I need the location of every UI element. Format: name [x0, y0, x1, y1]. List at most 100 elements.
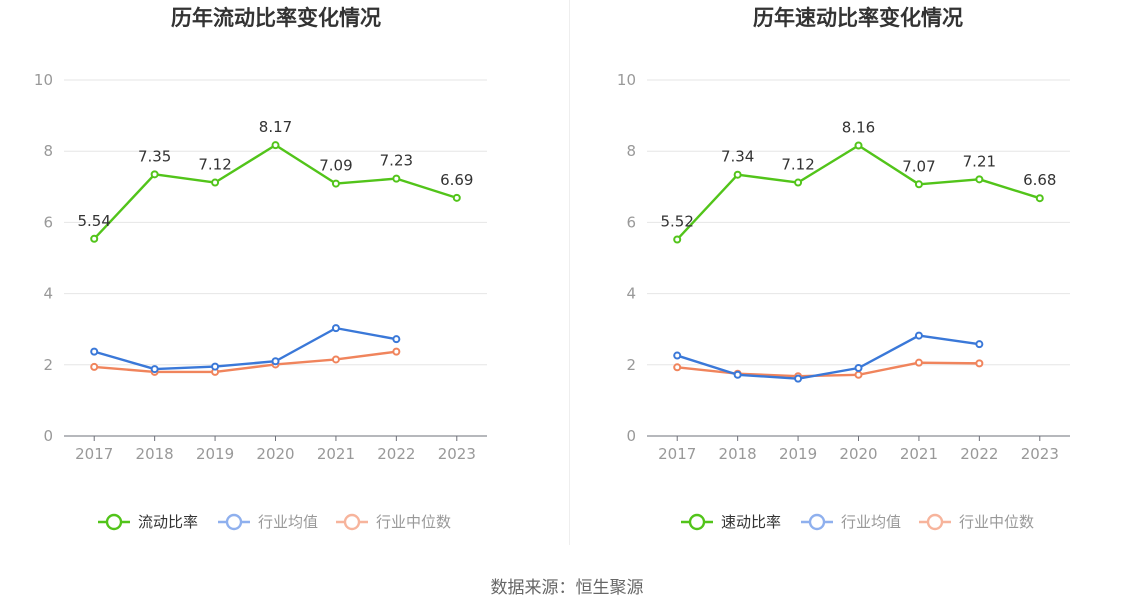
x-tick-label: 2021 [317, 445, 355, 463]
legend-item: 速动比率 [681, 513, 781, 531]
x-tick-label: 2017 [658, 445, 696, 463]
series-line [94, 350, 397, 374]
data-label: 7.07 [902, 157, 935, 175]
data-point [150, 170, 159, 179]
data-point [90, 234, 99, 243]
x-tick-label: 2020 [256, 445, 294, 463]
data-point [854, 370, 863, 379]
data-point [975, 175, 984, 184]
data-point [1035, 194, 1044, 203]
data-label: 7.21 [963, 152, 996, 170]
series-line [676, 334, 980, 380]
data-label: 5.54 [78, 212, 111, 230]
y-tick-label: 4 [43, 285, 53, 303]
data-label: 6.69 [440, 171, 473, 189]
y-tick-label: 8 [626, 142, 636, 160]
data-point [914, 358, 923, 367]
data-point [271, 141, 280, 150]
data-point [673, 351, 682, 360]
legend-label: 速动比率 [721, 513, 781, 531]
legend-label: 行业均值 [841, 513, 901, 531]
legend-label: 行业均值 [258, 513, 318, 531]
data-point [914, 331, 923, 340]
data-label: 5.52 [661, 212, 694, 230]
legend-marker [808, 513, 826, 531]
legend-marker [343, 513, 361, 531]
legend-label: 行业中位数 [959, 513, 1034, 531]
chart-title: 历年速动比率变化情况 [753, 6, 963, 30]
data-point [331, 179, 340, 188]
data-point [392, 174, 401, 183]
legend-label: 流动比率 [138, 513, 198, 531]
chart-panel-2: 历年速动比率变化情况 0 2 4 6 8 10 2017 2018 2019 2020 2021 202… [617, 6, 1070, 531]
y-tick-label: 10 [617, 71, 636, 89]
legend-marker [926, 513, 944, 531]
y-tick-label: 0 [626, 427, 636, 445]
legend-marker [688, 513, 706, 531]
y-tick-label: 2 [43, 356, 53, 374]
x-tick-label: 2018 [136, 445, 174, 463]
data-point [452, 193, 461, 202]
series-line [93, 326, 397, 371]
legend-item: 流动比率 [98, 513, 198, 531]
legend-marker [225, 513, 243, 531]
data-point [90, 347, 99, 356]
data-point [392, 335, 401, 344]
data-point [854, 141, 863, 150]
chart-panel-1: 历年流动比率变化情况 0 2 4 6 8 10 2017 2018 2019 2020 2021 202… [34, 6, 487, 531]
data-label: 7.12 [198, 156, 231, 174]
data-point [673, 363, 682, 372]
data-label: 8.16 [842, 119, 875, 137]
data-point [975, 359, 984, 368]
x-tick-label: 2023 [438, 445, 476, 463]
data-point [90, 362, 99, 371]
data-point [914, 180, 923, 189]
data-label: 6.68 [1023, 171, 1056, 189]
x-tick-label: 2022 [960, 445, 998, 463]
data-point [271, 357, 280, 366]
chart-title: 历年流动比率变化情况 [171, 6, 381, 30]
data-point [975, 340, 984, 349]
x-tick-label: 2022 [377, 445, 415, 463]
data-point [392, 347, 401, 356]
data-point [211, 362, 220, 371]
data-point [794, 374, 803, 383]
data-point [733, 170, 742, 179]
data-point [854, 364, 863, 373]
data-label: 7.23 [380, 152, 413, 170]
y-tick-label: 2 [626, 356, 636, 374]
x-tick-label: 2023 [1021, 445, 1059, 463]
data-point [331, 355, 340, 364]
data-source-label: 数据来源：恒生聚源 [491, 578, 644, 598]
x-tick-label: 2020 [839, 445, 877, 463]
y-tick-label: 6 [43, 213, 53, 231]
data-point [794, 178, 803, 187]
data-point [733, 370, 742, 379]
x-tick-label: 2018 [719, 445, 757, 463]
legend-item: 行业均值 [801, 513, 901, 531]
data-point [331, 324, 340, 333]
x-tick-label: 2021 [900, 445, 938, 463]
legend-item: 行业均值 [218, 513, 318, 531]
y-tick-label: 10 [34, 71, 53, 89]
data-label: 8.17 [259, 118, 292, 136]
data-label: 7.34 [721, 148, 754, 166]
legend-item: 行业中位数 [336, 513, 451, 531]
data-point [150, 365, 159, 374]
data-point [211, 178, 220, 187]
x-tick-label: 2019 [779, 445, 817, 463]
y-tick-label: 8 [43, 142, 53, 160]
legend-marker [105, 513, 123, 531]
data-label: 7.12 [781, 156, 814, 174]
x-tick-label: 2019 [196, 445, 234, 463]
data-label: 7.35 [138, 147, 171, 165]
y-tick-label: 6 [626, 213, 636, 231]
y-tick-label: 0 [43, 427, 53, 445]
legend-label: 行业中位数 [376, 513, 451, 531]
legend-item: 行业中位数 [919, 513, 1034, 531]
x-tick-label: 2017 [75, 445, 113, 463]
data-label: 7.09 [319, 157, 352, 175]
data-point [673, 235, 682, 244]
y-tick-label: 4 [626, 285, 636, 303]
